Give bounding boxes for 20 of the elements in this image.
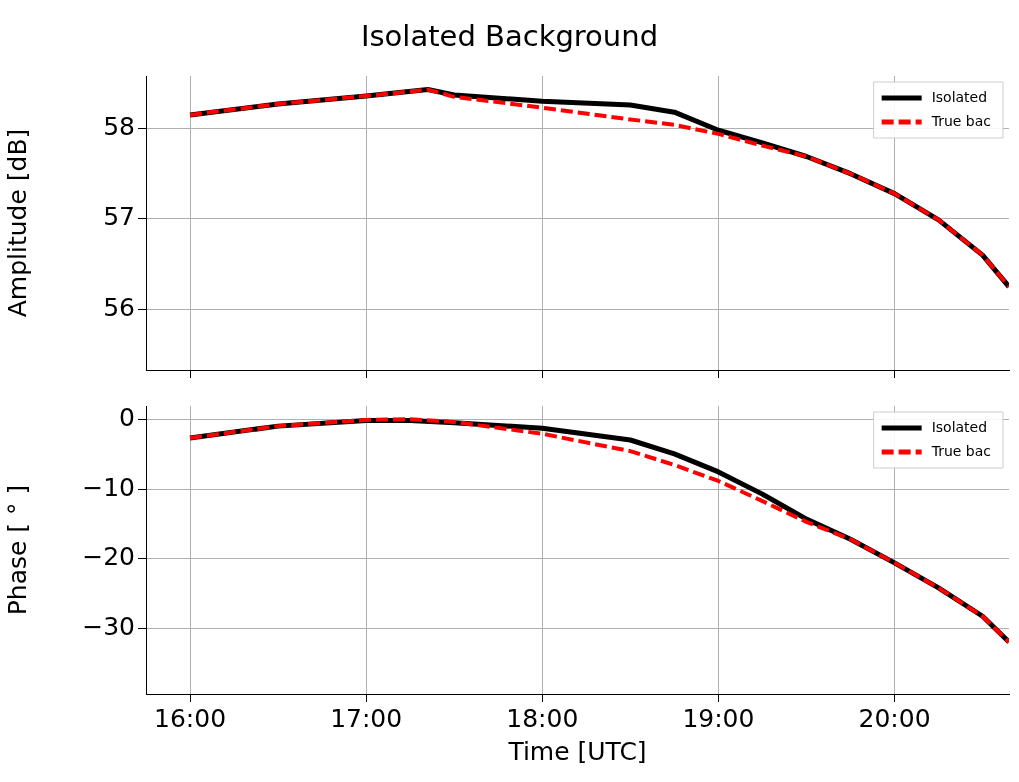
x-tick-label: 18:00 (506, 703, 579, 733)
legend-label: Isolated (931, 88, 988, 105)
y-tick-label: 57 (103, 202, 135, 232)
x-tick-label: 16:00 (154, 703, 227, 733)
x-tick-label: 20:00 (858, 703, 931, 733)
y-tick-label: 56 (103, 292, 135, 322)
x-axis-title: Time [UTC] (507, 736, 647, 766)
y-tick-label: 0 (119, 403, 135, 433)
chart-title: Isolated Background (359, 18, 660, 55)
y-tick-label: 58 (103, 111, 135, 141)
x-tick-label: 17:00 (330, 703, 403, 733)
y-tick-label: −30 (82, 611, 135, 641)
y-tick-label: −10 (82, 472, 135, 502)
legend-label: True bac (930, 442, 992, 459)
legend-label: True bac (930, 112, 992, 129)
legend-label: Isolated (931, 418, 988, 435)
y-axis-title: Amplitude [dB] (2, 128, 32, 318)
x-tick-label: 19:00 (682, 703, 755, 733)
y-axis-title: Phase [ ° ] (2, 484, 32, 616)
y-tick-label: −20 (82, 542, 135, 572)
